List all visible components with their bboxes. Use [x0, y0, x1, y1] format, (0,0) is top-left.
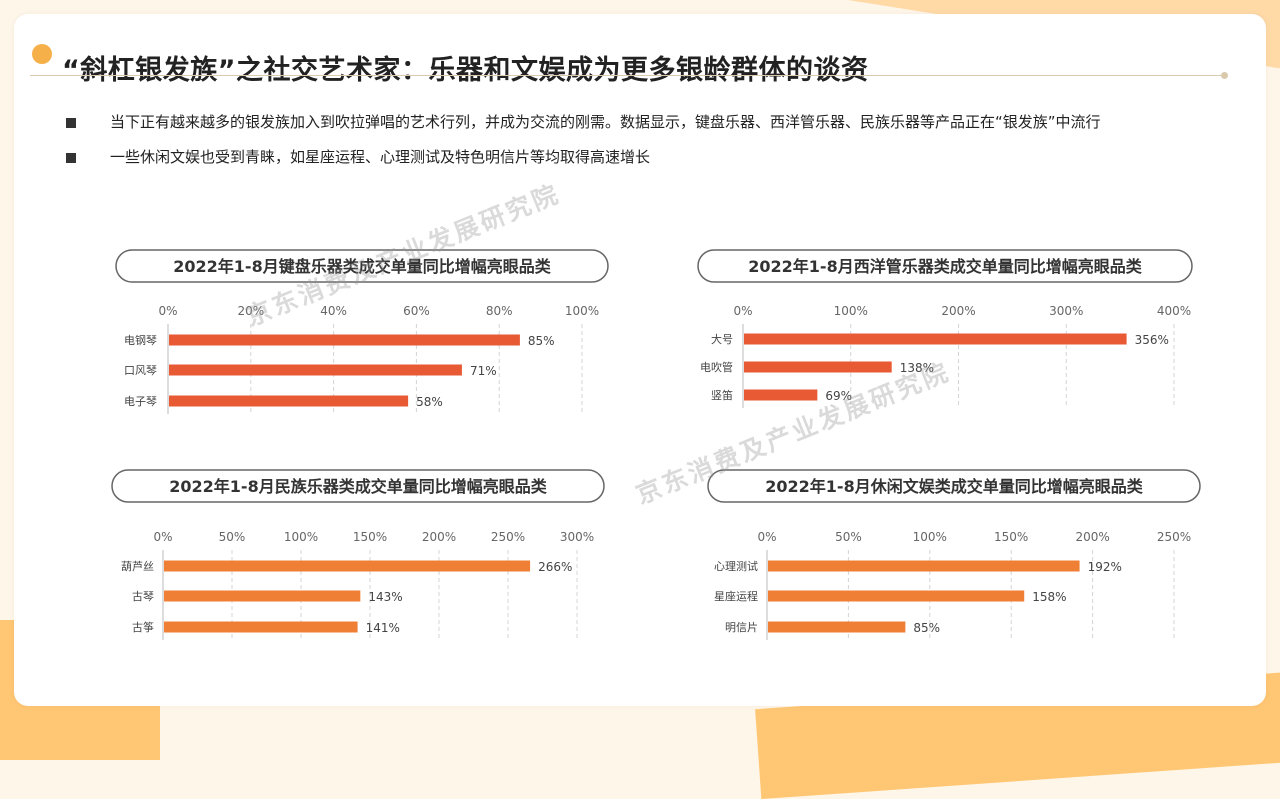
- bar: [744, 361, 892, 373]
- x-tick-label: 250%: [1157, 530, 1191, 544]
- category-label: 电子琴: [124, 395, 157, 408]
- bar: [164, 621, 358, 633]
- title-divider-end-dot: [1221, 72, 1228, 79]
- square-bullet-icon: [66, 153, 76, 163]
- bar-value-label: 69%: [825, 389, 852, 403]
- square-bullet-icon: [66, 118, 76, 128]
- bar-value-label: 85%: [913, 621, 940, 635]
- bar-value-label: 138%: [900, 361, 934, 375]
- x-tick-label: 0%: [733, 304, 752, 318]
- chart-title-pill: [697, 249, 1193, 283]
- category-label: 口风琴: [124, 364, 157, 377]
- page-title: “斜杠银发族”之社交艺术家：乐器和文娱成为更多银龄群体的谈资: [62, 55, 869, 86]
- x-tick-label: 100%: [913, 530, 947, 544]
- category-label: 明信片: [725, 621, 758, 634]
- bar: [164, 590, 361, 602]
- x-tick-label: 200%: [1075, 530, 1109, 544]
- x-tick-label: 100%: [834, 304, 868, 318]
- bar: [768, 621, 906, 633]
- bar-value-label: 141%: [366, 621, 400, 635]
- category-label: 竖笛: [711, 388, 733, 402]
- category-label: 星座运程: [714, 589, 758, 603]
- bar: [768, 560, 1080, 572]
- x-tick-label: 50%: [835, 530, 862, 544]
- x-tick-label: 150%: [994, 530, 1028, 544]
- x-tick-label: 300%: [560, 530, 594, 544]
- bullet-item: 当下正有越来越多的银发族加入到吹拉弹唱的艺术行列，并成为交流的刚需。数据显示，键…: [66, 106, 1216, 139]
- chart-title-pill: [115, 249, 609, 283]
- bar: [768, 590, 1025, 602]
- charts-canvas: 2022年1-8月键盘乐器类成交单量同比增幅亮眼品类 0% 20% 40% 60% 80%…: [111, 249, 1201, 640]
- x-tick-label: 0%: [158, 304, 177, 318]
- category-label: 古琴: [132, 590, 154, 603]
- chart-title-pill: [707, 469, 1201, 503]
- bar-value-label: 356%: [1135, 333, 1169, 347]
- bar: [169, 395, 409, 407]
- x-tick-label: 200%: [422, 530, 456, 544]
- chart-title: 2022年1-8月民族乐器类成交单量同比增幅亮眼品类: [169, 477, 547, 496]
- title-divider: [30, 75, 1228, 76]
- chart-title-pill: [111, 469, 605, 503]
- x-tick-label: 0%: [757, 530, 776, 544]
- bar-value-label: 192%: [1088, 560, 1122, 574]
- bullet-item: 一些休闲文娱也受到青睐，如星座运程、心理测试及特色明信片等均取得高速增长: [66, 141, 1216, 174]
- chart-title: 2022年1-8月休闲文娱类成交单量同比增幅亮眼品类: [765, 477, 1143, 496]
- x-tick-label: 0%: [153, 530, 172, 544]
- bar-value-label: 58%: [416, 395, 443, 409]
- x-tick-label: 200%: [941, 304, 975, 318]
- bar: [744, 333, 1127, 345]
- x-tick-label: 100%: [284, 530, 318, 544]
- title-bullet-dot: [32, 44, 52, 64]
- x-tick-label: 400%: [1157, 304, 1191, 318]
- bar: [169, 364, 462, 376]
- bar-value-label: 158%: [1032, 590, 1066, 604]
- bar: [169, 334, 520, 346]
- bar-value-label: 266%: [538, 560, 572, 574]
- x-tick-label: 150%: [353, 530, 387, 544]
- category-label: 大号: [711, 332, 733, 346]
- bar-value-label: 71%: [470, 364, 497, 378]
- x-tick-label: 250%: [491, 530, 525, 544]
- x-tick-label: 300%: [1049, 304, 1083, 318]
- chart-title: 2022年1-8月键盘乐器类成交单量同比增幅亮眼品类: [173, 257, 551, 276]
- bullet-list: 当下正有越来越多的银发族加入到吹拉弹唱的艺术行列，并成为交流的刚需。数据显示，键…: [66, 106, 1216, 174]
- x-tick-label: 20%: [237, 304, 264, 318]
- bar-value-label: 143%: [368, 590, 402, 604]
- x-tick-label: 100%: [565, 304, 599, 318]
- bar: [164, 560, 531, 572]
- category-label: 电吹管: [700, 360, 733, 374]
- bullet-text: 一些休闲文娱也受到青睐，如星座运程、心理测试及特色明信片等均取得高速增长: [110, 148, 651, 166]
- bullet-text: 当下正有越来越多的银发族加入到吹拉弹唱的艺术行列，并成为交流的刚需。数据显示，键…: [110, 113, 1101, 131]
- category-label: 心理测试: [714, 560, 758, 573]
- x-tick-label: 40%: [320, 304, 347, 318]
- category-label: 电钢琴: [124, 334, 157, 347]
- bar-value-label: 85%: [528, 334, 555, 348]
- x-tick-label: 50%: [219, 530, 246, 544]
- x-tick-label: 60%: [403, 304, 430, 318]
- category-label: 葫芦丝: [121, 560, 154, 573]
- category-label: 古筝: [132, 620, 154, 634]
- x-tick-label: 80%: [486, 304, 513, 318]
- chart-title: 2022年1-8月西洋管乐器类成交单量同比增幅亮眼品类: [748, 257, 1142, 276]
- bar: [744, 389, 818, 401]
